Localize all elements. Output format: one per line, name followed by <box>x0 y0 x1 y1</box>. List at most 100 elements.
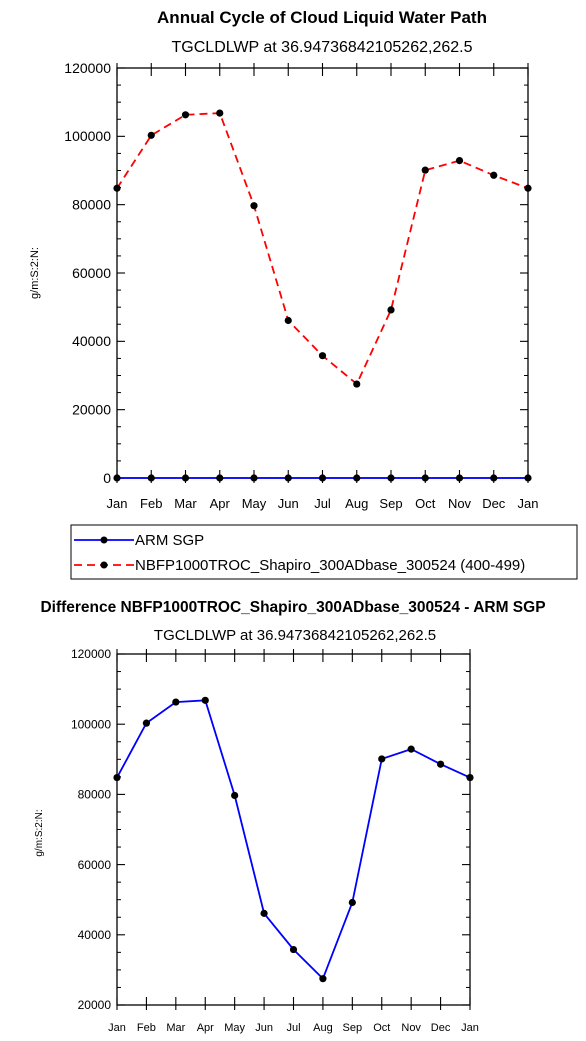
x-tick-label: Jul <box>286 1022 300 1034</box>
y-tick-label: 40000 <box>72 333 111 349</box>
chart-1-frame <box>116 67 529 479</box>
series-1-point <box>318 474 327 482</box>
series-1-point <box>201 696 209 704</box>
x-tick-label: Oct <box>415 496 436 511</box>
series-2-point <box>455 156 464 165</box>
series-1-point <box>524 474 532 482</box>
x-tick-label: Nov <box>401 1022 421 1034</box>
chart-2: Difference NBFP1000TROC_Shapiro_300ADbas… <box>34 599 546 1034</box>
series-1-point <box>466 773 474 782</box>
x-tick-label: May <box>242 496 267 511</box>
y-tick-label: 40000 <box>78 928 112 942</box>
x-tick-label: Feb <box>140 496 162 511</box>
series-1-point <box>172 698 180 706</box>
x-tick-label: Apr <box>197 1022 214 1034</box>
x-tick-label: May <box>224 1022 245 1034</box>
series-2-point <box>181 111 190 119</box>
y-tick-label: 100000 <box>64 128 111 144</box>
x-tick-label: Nov <box>448 496 472 511</box>
series-1-point <box>260 909 268 917</box>
series-2-point <box>113 184 121 192</box>
series-1-point <box>216 474 224 482</box>
x-tick-label: Mar <box>174 496 197 511</box>
chart-1-title: Annual Cycle of Cloud Liquid Water Path <box>157 8 487 27</box>
series-1-point <box>353 474 361 482</box>
y-tick-label: 80000 <box>78 788 112 802</box>
x-tick-label: Sep <box>343 1022 363 1034</box>
series-1-point <box>490 474 498 482</box>
legend-entry-model: NBFP1000TROC_Shapiro_300ADbase_300524 (4… <box>74 557 525 574</box>
y-tick-label: 60000 <box>72 265 111 281</box>
y-tick-label: 100000 <box>71 717 111 731</box>
x-tick-label: Aug <box>313 1022 333 1034</box>
chart-1-subtitle: TGCLDLWP at 36.94736842105262,262.5 <box>172 39 473 56</box>
series-1-point <box>231 791 239 800</box>
x-tick-label: Feb <box>137 1022 156 1034</box>
series-1-point <box>284 474 292 482</box>
series-1-point <box>455 474 464 482</box>
series-1-point <box>181 474 190 482</box>
series-2-point <box>284 316 292 325</box>
y-tick-label: 80000 <box>72 197 111 213</box>
series-line-2 <box>116 112 529 386</box>
legend-box <box>70 524 578 580</box>
y-tick-label: 120000 <box>64 60 111 76</box>
x-tick-label: Jun <box>255 1022 273 1034</box>
chart-2-title: Difference NBFP1000TROC_Shapiro_300ADbas… <box>40 599 545 616</box>
series-1-point <box>407 745 415 753</box>
chart-1-ylabel: g/m:S:2:N: <box>29 247 41 299</box>
chart-1-legend: ARM SGP NBFP1000TROC_Shapiro_300ADbase_3… <box>70 524 578 580</box>
x-tick-label: Jan <box>518 496 539 511</box>
x-tick-label: Sep <box>379 496 402 511</box>
series-2-point <box>147 131 155 139</box>
series-line-1 <box>116 699 471 981</box>
series-2-point <box>353 380 361 388</box>
y-tick-label: 120000 <box>71 647 111 661</box>
series-1-point <box>289 945 298 954</box>
series-1-point <box>113 773 121 782</box>
series-1-point <box>113 474 121 482</box>
series-2-point <box>250 202 258 210</box>
x-tick-label: Jan <box>461 1022 479 1034</box>
x-tick-label: Jun <box>278 496 299 511</box>
x-tick-label: Oct <box>373 1022 390 1034</box>
x-tick-label: Jan <box>107 496 128 511</box>
series-1-point <box>378 755 386 763</box>
series-1-point <box>250 474 258 482</box>
legend-label-arm-sgp: ARM SGP <box>135 532 204 549</box>
chart-2-subtitle: TGCLDLWP at 36.94736842105262,262.5 <box>154 627 436 644</box>
chart-2-plot-area: 20000 40000 60000 80000 100000 120000 Jan Feb Ma… <box>71 647 479 1034</box>
x-tick-label: Aug <box>345 496 368 511</box>
y-tick-label: 20000 <box>72 402 111 418</box>
series-1-point <box>421 474 429 482</box>
series-2-point <box>387 306 395 314</box>
series-2-point <box>524 184 532 192</box>
y-tick-label: 20000 <box>78 998 112 1012</box>
chart-2-ylabel: g/m:S:2:N: <box>34 809 45 856</box>
legend-label-model: NBFP1000TROC_Shapiro_300ADbase_300524 (4… <box>135 557 525 574</box>
series-1-point <box>147 474 155 482</box>
x-tick-label: Dec <box>431 1022 451 1034</box>
y-tick-label: 60000 <box>78 858 112 872</box>
x-tick-label: Apr <box>210 496 231 511</box>
series-2-point <box>216 109 224 117</box>
y-tick-label: 0 <box>103 470 111 486</box>
x-tick-label: Jul <box>314 496 331 511</box>
series-1-point <box>142 719 151 727</box>
legend-marker-model <box>100 561 108 569</box>
x-tick-label: Mar <box>166 1022 185 1034</box>
series-2-point <box>318 352 327 360</box>
chart-1: Annual Cycle of Cloud Liquid Water Path … <box>29 8 538 511</box>
series-1-point <box>348 898 356 907</box>
series-1-point <box>319 975 327 983</box>
series-1-point <box>387 474 395 482</box>
series-2-point <box>490 171 498 179</box>
legend-marker-arm-sgp <box>100 536 108 544</box>
legend-entry-arm-sgp: ARM SGP <box>74 532 204 549</box>
x-tick-label: Dec <box>482 496 506 511</box>
x-tick-label: Jan <box>108 1022 126 1034</box>
series-2-point <box>421 166 429 174</box>
series-1-point <box>436 760 445 768</box>
chart-1-plot-area: 0 20000 40000 60000 80000 100000 120000 Jan Feb M… <box>64 60 538 511</box>
